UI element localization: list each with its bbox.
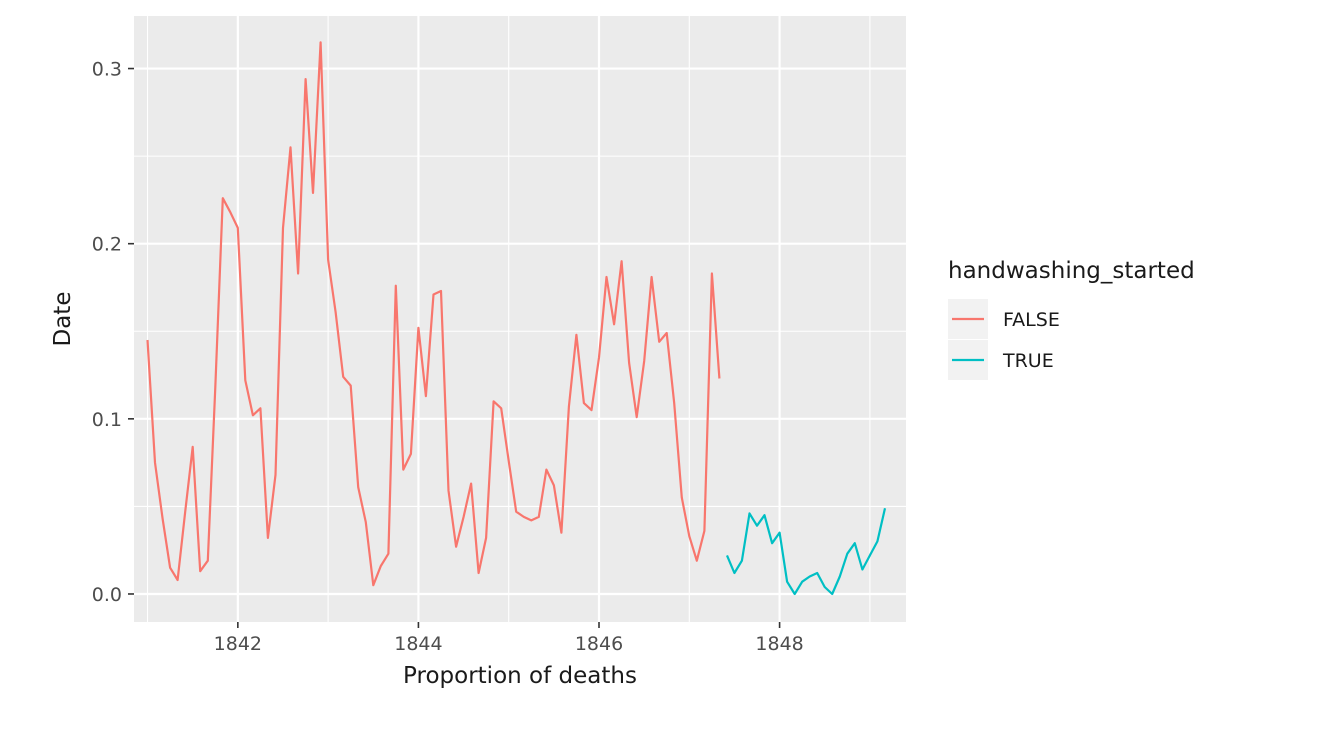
series-lines — [146, 41, 887, 596]
plot-panel — [134, 16, 906, 622]
minor-gridlines — [134, 16, 906, 622]
y-tick-label: 0.2 — [92, 234, 122, 256]
legend-title: handwashing_started — [948, 258, 1195, 284]
x-tick-label: 1842 — [214, 633, 262, 655]
axis-ticks — [128, 67, 781, 628]
series-line-true — [725, 507, 887, 596]
y-axis-title: Date — [50, 292, 76, 347]
y-tick-label: 0.0 — [92, 584, 122, 606]
legend: handwashing_started FALSE TRUE — [948, 258, 1195, 380]
x-tick-label: 1844 — [394, 633, 442, 655]
y-tick-label: 0.3 — [92, 59, 122, 81]
legend-label-true: TRUE — [1002, 350, 1054, 372]
series-line-false — [146, 41, 721, 587]
y-tick-label: 0.1 — [92, 409, 122, 431]
legend-label-false: FALSE — [1003, 309, 1060, 331]
major-gridlines — [134, 16, 906, 622]
x-axis-title: Proportion of deaths — [403, 663, 637, 689]
axis-tick-labels: 1842 1844 1846 1848 0.0 0.1 0.2 0.3 — [92, 59, 804, 655]
x-tick-label: 1848 — [755, 633, 803, 655]
x-tick-label: 1846 — [575, 633, 623, 655]
